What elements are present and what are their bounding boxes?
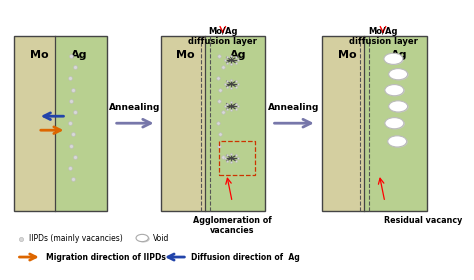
Bar: [322, 36, 427, 211]
Circle shape: [137, 235, 150, 242]
Bar: [364, 36, 427, 211]
Bar: [161, 36, 205, 211]
Bar: [14, 36, 107, 211]
Text: Annealing: Annealing: [268, 103, 320, 112]
Circle shape: [388, 136, 407, 147]
Text: Ag: Ag: [392, 50, 408, 60]
Circle shape: [390, 69, 409, 80]
Circle shape: [389, 101, 408, 112]
Text: Mo: Mo: [176, 50, 195, 60]
Bar: [161, 36, 265, 211]
Text: Mo/Ag
diffusion layer: Mo/Ag diffusion layer: [188, 27, 257, 46]
Text: Diffusion direction of  Ag: Diffusion direction of Ag: [191, 253, 300, 262]
Text: Residual vacancy: Residual vacancy: [384, 216, 462, 225]
Circle shape: [389, 136, 408, 148]
Text: Mo: Mo: [337, 50, 356, 60]
Circle shape: [385, 54, 404, 65]
Circle shape: [136, 234, 148, 242]
Text: Mo: Mo: [29, 50, 48, 60]
Bar: [55, 36, 107, 211]
Text: Void: Void: [153, 234, 169, 243]
Text: Agglomeration of
vacancies: Agglomeration of vacancies: [193, 216, 272, 235]
Circle shape: [386, 118, 405, 129]
Text: Migration direction of IIPDs: Migration direction of IIPDs: [46, 253, 165, 262]
Circle shape: [384, 53, 403, 64]
Text: Ag: Ag: [230, 50, 246, 60]
Circle shape: [389, 69, 408, 80]
Bar: [205, 36, 265, 211]
Bar: [219, 141, 255, 175]
Circle shape: [385, 85, 404, 96]
Circle shape: [386, 85, 405, 96]
Text: Annealing: Annealing: [109, 103, 161, 112]
Bar: [322, 36, 364, 211]
Bar: [14, 36, 55, 211]
Text: Ag: Ag: [72, 50, 88, 60]
Text: IIPDs (mainly vacancies): IIPDs (mainly vacancies): [29, 234, 123, 243]
Text: Mo/Ag
diffusion layer: Mo/Ag diffusion layer: [348, 27, 418, 46]
Circle shape: [390, 101, 409, 113]
Circle shape: [385, 118, 404, 129]
